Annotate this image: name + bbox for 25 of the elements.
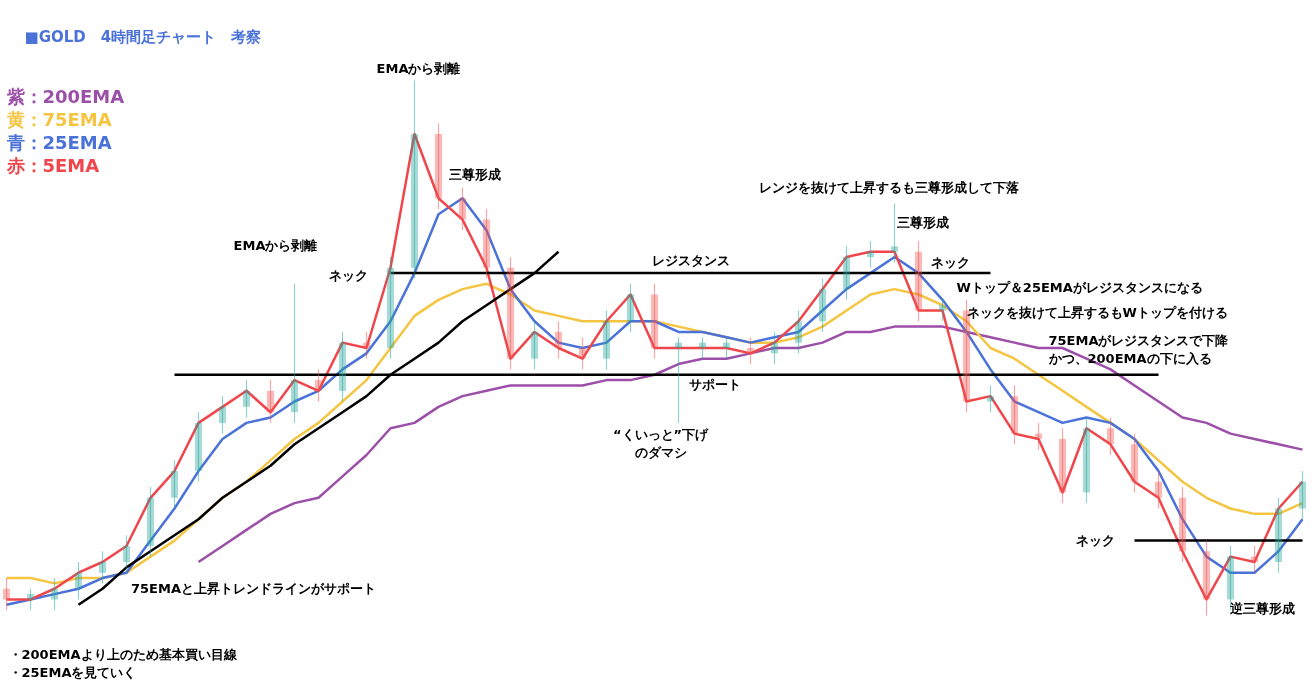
annotation: “くいっと”下げ <box>612 427 710 442</box>
annotation: レジスタンス <box>651 253 730 268</box>
annotation: レンジを抜けて上昇するも三尊形成して下落 <box>758 180 1020 195</box>
annotation: 三尊形成 <box>448 167 501 182</box>
annotation: 75EMAと上昇トレンドラインがサポート <box>131 581 376 596</box>
annotation: ネック <box>931 255 970 270</box>
text: 紫：200EMA <box>5 86 125 107</box>
annotation: ネック <box>1076 533 1115 548</box>
text: 赤：5EMA <box>5 155 100 176</box>
text: ・25EMAを見ていく <box>8 665 137 680</box>
annotation: 75EMAがレジスタンスで下降 <box>1048 333 1230 348</box>
text: EMAから剥離 <box>376 61 461 76</box>
annotation: 逆三尊形成 <box>1229 601 1295 616</box>
chart-title: ■GOLD 4時間足チャート 考察 <box>24 27 262 46</box>
annotation: Wトップ＆25EMAがレジスタンスになる <box>956 280 1203 295</box>
annotation: のダマシ <box>634 445 687 460</box>
text: 青：25EMA <box>5 132 112 153</box>
text: 黄：75EMA <box>5 109 112 130</box>
annotation: サポート <box>688 377 741 392</box>
annotation: 三尊形成 <box>896 215 949 230</box>
annotation: かつ、200EMAの下に入る <box>1047 351 1212 366</box>
annotation: EMAから剥離 <box>233 238 318 253</box>
annotation: ネックを抜けて上昇するもWトップを付ける <box>966 305 1228 320</box>
annotation: ネック <box>329 268 368 283</box>
text: ・200EMAより上のため基本買い目線 <box>8 647 238 662</box>
